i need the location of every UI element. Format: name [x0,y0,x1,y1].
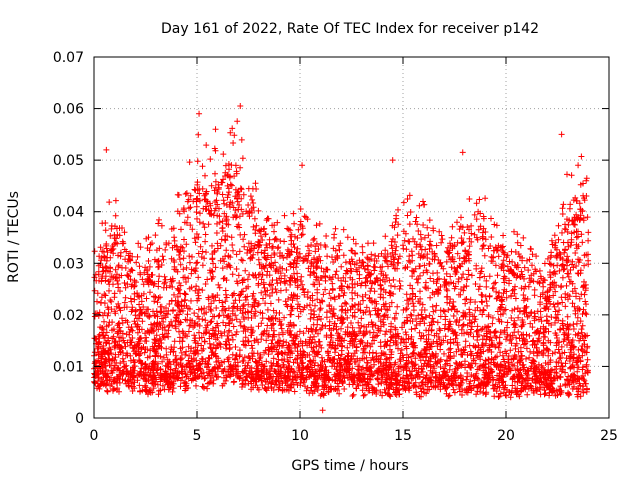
plot-frame [93,56,610,419]
x-tick-label: 20 [497,428,515,444]
y-tick-label: 0.04 [53,205,84,221]
x-tick-label: 15 [394,428,412,444]
x-axis-ticks: 0 5 10 15 20 25 [90,57,618,444]
notable-point [319,407,326,414]
x-axis-label: GPS time / hours [291,458,408,474]
notable-point [299,162,306,169]
notable-point [459,149,466,156]
y-tick-label: 0.06 [53,102,84,118]
x-tick-label: 10 [291,428,309,444]
x-tick-label: 25 [600,428,618,444]
y-axis-label: ROTI / TECUs [6,191,22,283]
notable-point [575,162,582,169]
x-tick-label: 0 [90,428,99,444]
notable-point [103,146,110,153]
y-tick-label: 0.05 [53,153,84,169]
notable-point [196,110,203,117]
y-axis-ticks: 0 0.01 0.02 0.03 0.04 0.05 0.06 0.07 [53,50,609,427]
data-points [91,102,592,414]
notable-point [212,126,219,133]
y-tick-label: 0.03 [53,256,84,272]
scatter-plus-markers [91,118,592,401]
y-tick-label: 0.01 [53,359,84,375]
x-tick-label: 5 [193,428,202,444]
y-tick-label: 0 [75,411,84,427]
y-tick-label: 0.07 [53,50,84,66]
notable-point [558,131,565,138]
notable-point [237,102,244,109]
y-tick-label: 0.02 [53,308,84,324]
chart-title: Day 161 of 2022, Rate Of TEC Index for r… [161,21,539,37]
notable-point [389,157,396,164]
